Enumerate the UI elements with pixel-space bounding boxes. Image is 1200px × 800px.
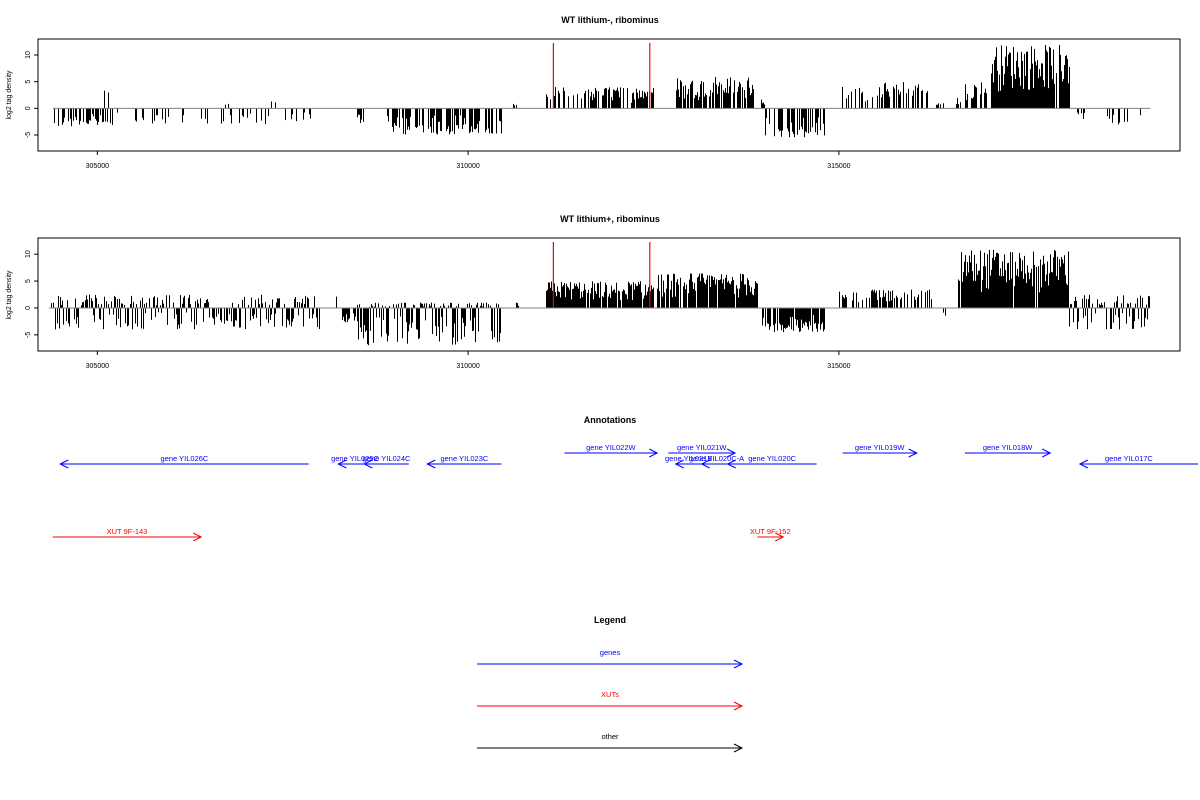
y-tick-label: 10 xyxy=(25,250,32,258)
legend: Legend genes XUTs other xyxy=(477,615,744,753)
y-axis-label: log2 tag density xyxy=(6,70,13,120)
arrow-head xyxy=(733,701,744,711)
gene-label: gene YIL017C xyxy=(1105,454,1153,463)
xut-label: XUT 9F-143 xyxy=(107,527,148,536)
y-tick-label: 0 xyxy=(25,306,32,310)
gene-feature: gene YIL017C xyxy=(1078,454,1198,469)
gene-label: gene YIL020C-A xyxy=(689,454,744,463)
annotations-panel: Annotations gene YIL026C gene YIL025Cgene… xyxy=(52,415,1198,542)
y-tick-label: -5 xyxy=(25,332,32,338)
gene-feature: gene YIL026C xyxy=(59,454,309,469)
panel-title: WT lithium+, ribominus xyxy=(560,214,660,224)
legend-title: Legend xyxy=(594,615,626,625)
y-axis: -5 0 5 10 xyxy=(25,51,38,138)
arrow-head xyxy=(363,459,373,469)
gene-label: gene YIL026C xyxy=(161,454,209,463)
y-tick-label: 5 xyxy=(25,80,32,84)
gene-label: gene YIL018W xyxy=(983,443,1033,452)
gene-label: gene YIL021B xyxy=(665,454,712,463)
arrow-head xyxy=(733,659,744,669)
arrow-head xyxy=(1042,448,1052,458)
xut-feature: XUT 9F-152 xyxy=(750,527,791,542)
x-tick-label: 310000 xyxy=(456,163,479,170)
gene-label: gene YIL020C xyxy=(748,454,796,463)
x-tick-label: 305000 xyxy=(86,363,109,370)
coverage-bars xyxy=(54,44,1141,138)
gene-feature: gene YIL018W xyxy=(964,443,1052,458)
arrow-head xyxy=(726,459,736,469)
gene-feature: gene YIL019W xyxy=(842,443,918,458)
y-axis-label: log2 tag density xyxy=(6,270,13,320)
y-tick-label: 10 xyxy=(25,51,32,59)
gene-label: gene YIL023C xyxy=(440,454,488,463)
legend-item: genes xyxy=(477,648,744,669)
x-tick-label: 305000 xyxy=(86,163,109,170)
marker-lines xyxy=(552,242,651,308)
arrow-head xyxy=(337,459,347,469)
arrow-head xyxy=(733,743,744,753)
legend-label: other xyxy=(601,732,619,741)
y-tick-label: 5 xyxy=(25,279,32,283)
marker-lines xyxy=(552,43,651,109)
arrow-head xyxy=(700,459,710,469)
arrow-head xyxy=(59,459,69,469)
gene-label: gene YIL025C xyxy=(331,454,379,463)
legend-label: XUTs xyxy=(601,690,619,699)
x-tick-label: 315000 xyxy=(827,363,850,370)
legend-item: other xyxy=(477,732,744,753)
x-axis: 305000 310000 315000 xyxy=(86,351,851,370)
x-tick-label: 310000 xyxy=(456,363,479,370)
y-tick-label: -5 xyxy=(25,132,32,138)
arrow-head xyxy=(726,448,737,458)
gene-label: gene YIL019W xyxy=(855,443,905,452)
legend-label: genes xyxy=(600,648,621,657)
gene-label: gene YIL022W xyxy=(586,443,636,452)
y-axis: -5 0 5 10 xyxy=(25,250,38,338)
panel-lithium-plus: WT lithium+, ribominus log2 tag density … xyxy=(6,214,1181,370)
annotations-title: Annotations xyxy=(584,415,637,425)
xut-label: XUT 9F-152 xyxy=(750,527,791,536)
gene-label: gene YIL021W xyxy=(677,443,727,452)
arrow-head xyxy=(1078,459,1089,469)
gene-feature: gene YIL022W xyxy=(564,443,659,458)
arrow-head xyxy=(648,448,659,458)
x-axis: 305000 310000 315000 xyxy=(86,151,851,170)
plot-frame xyxy=(37,237,1181,352)
gene-label: gene YIL024C xyxy=(363,454,411,463)
arrow-head xyxy=(674,459,684,469)
gene-feature: gene YIL020C-A xyxy=(689,454,744,469)
y-tick-label: 0 xyxy=(25,106,32,110)
gene-feature: gene YIL021W xyxy=(668,443,737,458)
gene-feature: gene YIL021B xyxy=(665,454,712,469)
gene-feature: gene YIL023C xyxy=(426,454,502,469)
gene-feature: gene YIL024C xyxy=(363,454,411,469)
x-tick-label: 315000 xyxy=(827,163,850,170)
panel-title: WT lithium-, ribominus xyxy=(561,15,659,25)
gene-feature: gene YIL020C xyxy=(726,454,817,469)
xut-track: XUT 9F-143 XUT 9F-152 xyxy=(52,527,791,542)
plot-frame xyxy=(37,38,1181,152)
arrow-head xyxy=(908,448,918,458)
legend-item: XUTs xyxy=(477,690,744,711)
panel-lithium-minus: WT lithium-, ribominus log2 tag density … xyxy=(6,15,1181,170)
arrow-head xyxy=(426,459,436,469)
legend-items: genes XUTs other xyxy=(477,648,744,753)
arrow-head xyxy=(775,532,785,542)
xut-feature: XUT 9F-143 xyxy=(52,527,203,542)
arrow-head xyxy=(192,532,203,542)
coverage-bars xyxy=(51,249,1150,346)
